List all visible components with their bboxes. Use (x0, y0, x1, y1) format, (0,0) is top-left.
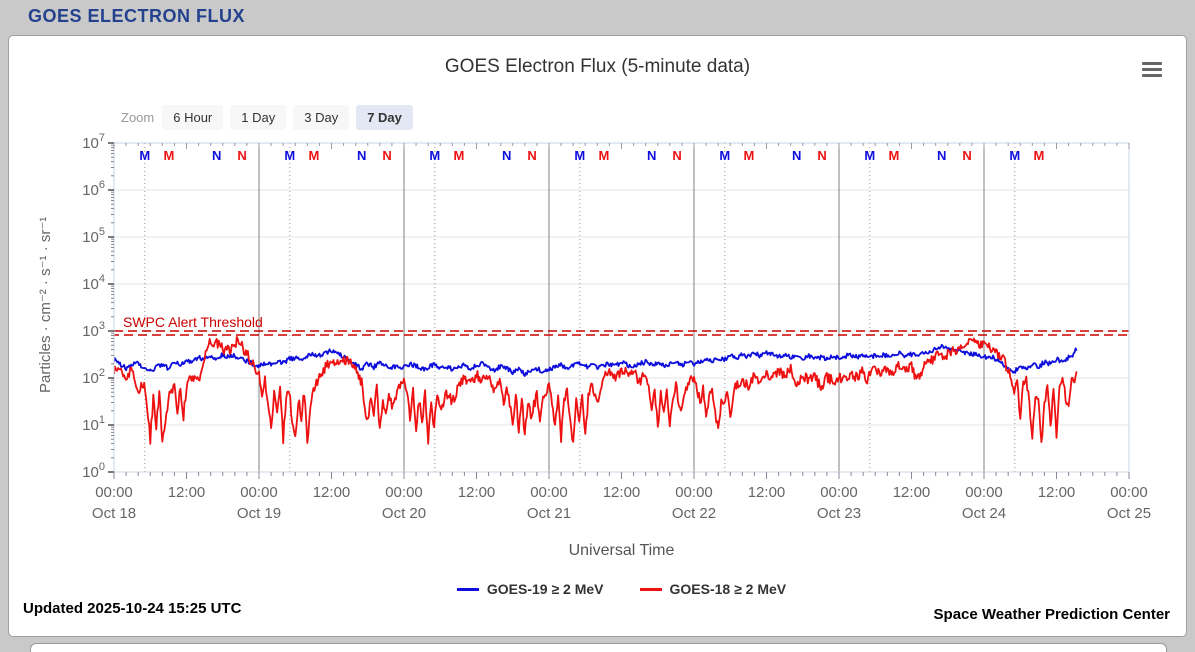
zoom-button-6-hour[interactable]: 6 Hour (162, 105, 224, 130)
svg-text:100: 100 (82, 461, 105, 481)
svg-text:Oct 23: Oct 23 (817, 505, 861, 522)
zoom-label: Zoom (121, 110, 155, 125)
chart-plot-area[interactable]: 100 101 102 103 104 105 106 107 00:00 Oct 18 12:00… (9, 36, 1186, 536)
satellite-midnight-marker: M (1034, 148, 1045, 163)
satellite-noon-marker: N (672, 148, 681, 163)
legend-item-goes19[interactable]: GOES-19 ≥ 2 MeV (456, 581, 604, 597)
svg-text:Oct 21: Oct 21 (527, 505, 571, 522)
svg-text:00:00: 00:00 (675, 484, 713, 501)
satellite-midnight-marker: M (429, 148, 440, 163)
satellite-midnight-marker: M (744, 148, 755, 163)
svg-text:Oct 18: Oct 18 (92, 505, 136, 522)
legend-item-goes18[interactable]: GOES-18 ≥ 2 MeV (639, 581, 787, 597)
svg-text:12:00: 12:00 (893, 484, 931, 501)
satellite-noon-marker: N (212, 148, 221, 163)
zoom-button-1-day[interactable]: 1 Day (230, 105, 287, 130)
legend-label-goes18: GOES-18 ≥ 2 MeV (669, 581, 787, 597)
satellite-midnight-marker: M (1009, 148, 1020, 163)
y-axis-title: Particles · cm⁻² · s⁻¹ · sr⁻¹ (37, 216, 54, 394)
satellite-noon-marker: N (937, 148, 946, 163)
satellite-noon-marker: N (237, 148, 246, 163)
page-title: GOES ELECTRON FLUX (28, 6, 246, 26)
satellite-midnight-marker: M (574, 148, 585, 163)
svg-text:00:00: 00:00 (385, 484, 423, 501)
svg-text:Oct 24: Oct 24 (962, 505, 1006, 522)
svg-text:00:00: 00:00 (530, 484, 568, 501)
svg-text:Oct 19: Oct 19 (237, 505, 281, 522)
svg-text:105: 105 (82, 226, 105, 246)
satellite-midnight-marker: M (599, 148, 610, 163)
svg-text:104: 104 (82, 273, 105, 293)
svg-text:12:00: 12:00 (748, 484, 786, 501)
satellite-noon-marker: N (357, 148, 366, 163)
satellite-noon-marker: N (962, 148, 971, 163)
svg-text:Oct 22: Oct 22 (672, 505, 716, 522)
satellite-midnight-marker: M (889, 148, 900, 163)
chart-panel: 100 101 102 103 104 105 106 107 00:00 Oct 18 12:00… (8, 35, 1187, 637)
satellite-midnight-marker: M (164, 148, 175, 163)
hamburger-bar (1142, 62, 1162, 65)
updated-timestamp: Updated 2025-10-24 15:25 UTC (23, 600, 242, 617)
satellite-noon-marker: N (502, 148, 511, 163)
satellite-midnight-marker: M (309, 148, 320, 163)
satellite-noon-marker: N (382, 148, 391, 163)
svg-text:Oct 20: Oct 20 (382, 505, 426, 522)
svg-text:107: 107 (82, 132, 105, 152)
satellite-midnight-marker: M (454, 148, 465, 163)
svg-text:101: 101 (82, 414, 105, 434)
chart-legend: GOES-19 ≥ 2 MeV GOES-18 ≥ 2 MeV (114, 581, 1129, 597)
svg-text:00:00: 00:00 (820, 484, 858, 501)
x-axis-title: Universal Time (568, 542, 675, 559)
legend-label-goes19: GOES-19 ≥ 2 MeV (486, 581, 604, 597)
zoom-range-selector: Zoom 6 Hour 1 Day 3 Day 7 Day (121, 105, 420, 130)
svg-text:103: 103 (82, 320, 105, 340)
satellite-midnight-marker: M (284, 148, 295, 163)
svg-text:12:00: 12:00 (458, 484, 496, 501)
svg-text:00:00: 00:00 (240, 484, 278, 501)
hamburger-bar (1142, 74, 1162, 77)
svg-text:12:00: 12:00 (1038, 484, 1076, 501)
svg-text:12:00: 12:00 (313, 484, 351, 501)
satellite-noon-marker: N (792, 148, 801, 163)
svg-text:12:00: 12:00 (603, 484, 641, 501)
svg-text:00:00: 00:00 (965, 484, 1003, 501)
chart-title: GOES Electron Flux (5-minute data) (444, 56, 751, 77)
svg-text:Oct 25: Oct 25 (1107, 505, 1151, 522)
satellite-noon-marker: N (527, 148, 536, 163)
satellite-midnight-marker: M (719, 148, 730, 163)
svg-text:00:00: 00:00 (1110, 484, 1148, 501)
svg-text:12:00: 12:00 (168, 484, 206, 501)
goes19-line-swatch (456, 587, 479, 591)
hamburger-menu-icon[interactable] (1142, 62, 1162, 78)
zoom-button-7-day[interactable]: 7 Day (356, 105, 413, 130)
satellite-noon-marker: N (817, 148, 826, 163)
hamburger-bar (1142, 68, 1162, 71)
svg-text:102: 102 (82, 367, 105, 387)
satellite-midnight-marker: M (139, 148, 150, 163)
goes18-line-swatch (639, 587, 662, 591)
zoom-button-3-day[interactable]: 3 Day (293, 105, 350, 130)
svg-text:00:00: 00:00 (95, 484, 133, 501)
swpc-alert-threshold-label: SWPC Alert Threshold (123, 314, 263, 330)
satellite-midnight-marker: M (864, 148, 875, 163)
satellite-noon-marker: N (647, 148, 656, 163)
svg-text:106: 106 (82, 179, 105, 199)
source-credit: Space Weather Prediction Center (933, 606, 1170, 623)
